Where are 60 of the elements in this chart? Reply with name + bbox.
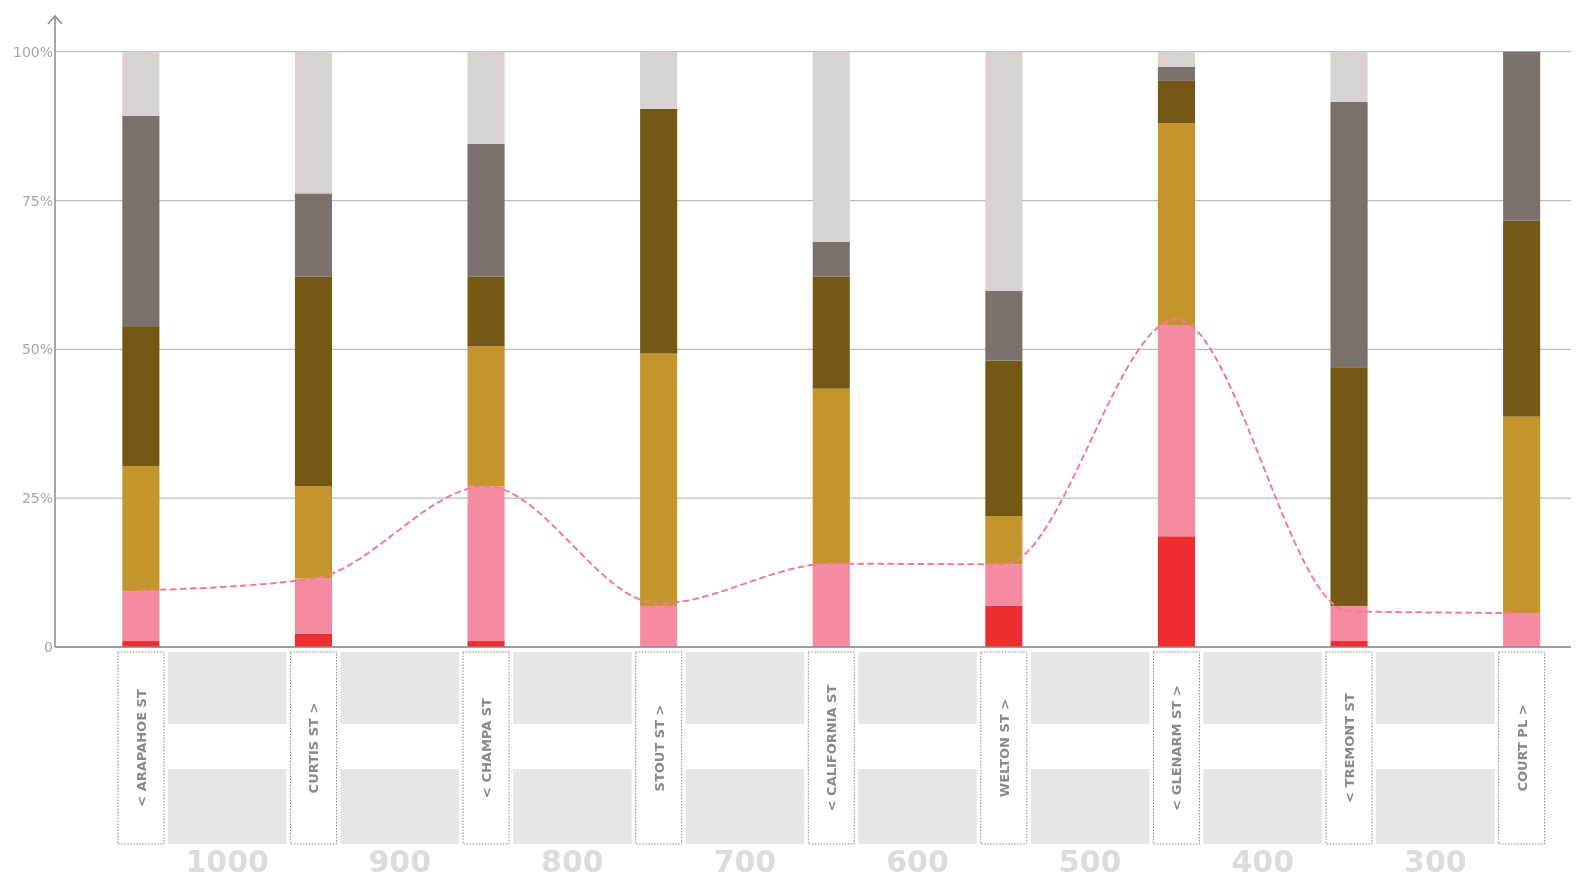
x-tick-label: CURTIS ST > [306,702,322,794]
bar [1503,416,1541,614]
y-tick-label: 50% [21,341,53,358]
bar [467,276,505,347]
x-tick-label: < ARAPAHOE ST [133,689,149,807]
y-tick-label: 0 [44,639,53,655]
bar [294,276,333,487]
x-tick-label: < CHAMPA ST [479,697,495,798]
bar [1503,220,1541,417]
x-tick-label: WELTON ST > [996,698,1012,798]
bar [1503,613,1541,647]
bar [640,108,678,354]
bar [985,51,1023,292]
y-tick-label: 75% [21,192,53,209]
bar [812,564,850,647]
x-tick-label: STOUT ST > [651,704,667,792]
bar [122,51,160,117]
bar [640,51,678,109]
bar [294,486,333,579]
bar [467,486,505,642]
bar [1330,367,1368,606]
y-tick-label: 25% [21,490,53,507]
bar [467,346,505,487]
line-series [139,318,1523,615]
bar [812,276,850,389]
bar [294,51,333,194]
bar [467,143,505,277]
bar [1157,51,1195,67]
bar [122,326,160,467]
y-tick-label: 100% [12,43,53,60]
bar [122,116,160,327]
bar [812,241,850,277]
bar [294,633,333,647]
bar [1157,80,1195,124]
bar [1157,536,1195,647]
bar [294,193,333,277]
x-tick-label: < CALIFORNIA ST [824,684,840,812]
bar [1330,51,1368,102]
bar [640,353,678,606]
bar [467,51,505,144]
bar [985,564,1023,606]
bar [1157,66,1195,81]
bar [122,466,160,592]
bar [1330,101,1368,368]
bar [812,51,850,242]
bar [1157,324,1195,537]
bar [1330,605,1368,642]
bar [1503,51,1541,221]
bar [985,516,1023,565]
x-tick-label: < GLENARM ST > [1169,685,1185,811]
bar [640,605,678,647]
bar [985,360,1023,517]
bar [812,388,850,565]
bar [985,291,1023,361]
bar [122,591,160,642]
bar [985,605,1023,647]
x-tick-label: COURT PL > [1514,704,1530,792]
x-tick-label: < TREMONT ST [1342,693,1358,803]
bar [1157,123,1195,325]
bar [294,578,333,634]
